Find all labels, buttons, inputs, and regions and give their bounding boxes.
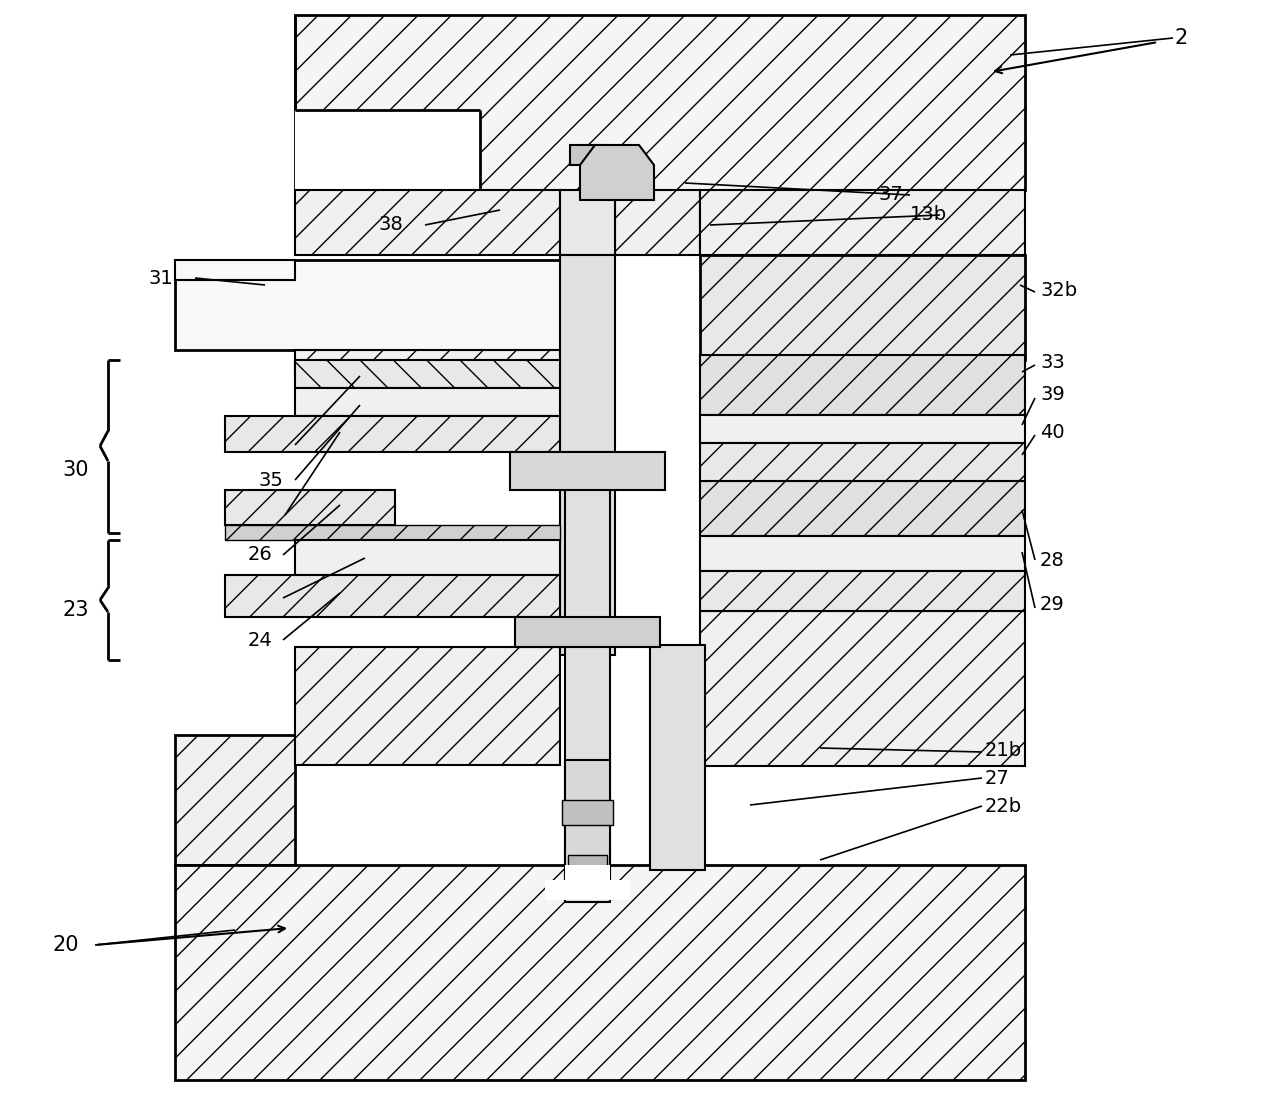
Bar — [295, 15, 1024, 190]
Bar — [295, 540, 561, 575]
Bar — [175, 260, 295, 280]
Text: 35: 35 — [258, 470, 283, 489]
Bar — [700, 571, 1024, 612]
Polygon shape — [295, 110, 480, 190]
Bar — [295, 388, 561, 416]
Bar — [700, 190, 1024, 255]
Text: 39: 39 — [1040, 385, 1065, 405]
Text: 2: 2 — [1174, 28, 1188, 48]
Bar — [225, 575, 561, 617]
Bar — [615, 190, 700, 255]
Bar — [175, 260, 561, 350]
Bar — [295, 190, 561, 255]
Bar — [295, 350, 561, 375]
Bar — [700, 481, 1024, 536]
Bar — [295, 360, 561, 388]
Bar — [175, 865, 1024, 1080]
Text: 38: 38 — [377, 216, 403, 234]
Bar — [700, 443, 1024, 481]
Bar — [295, 647, 561, 765]
Text: 27: 27 — [985, 768, 1009, 788]
Text: 25: 25 — [248, 589, 273, 607]
Bar — [566, 452, 610, 901]
Bar — [700, 612, 1024, 766]
Bar — [561, 190, 615, 255]
Bar — [225, 525, 561, 540]
Text: 31: 31 — [147, 268, 173, 288]
Bar — [700, 354, 1024, 415]
Text: 29: 29 — [1040, 595, 1065, 615]
Bar — [225, 416, 561, 452]
Text: 28: 28 — [1040, 550, 1065, 570]
Bar — [566, 760, 610, 875]
Text: 21b: 21b — [985, 741, 1022, 759]
Text: 23: 23 — [62, 600, 89, 620]
Text: 24: 24 — [248, 630, 273, 650]
Bar — [510, 452, 665, 490]
Polygon shape — [580, 146, 655, 200]
Bar — [515, 617, 660, 647]
Bar — [562, 800, 613, 825]
Text: 34: 34 — [258, 505, 282, 524]
Bar — [700, 255, 1024, 360]
Bar — [175, 735, 295, 865]
Bar — [225, 490, 395, 525]
Text: 22b: 22b — [985, 796, 1022, 815]
Bar — [700, 415, 1024, 443]
Text: 13b: 13b — [910, 206, 947, 224]
Bar — [568, 856, 608, 880]
Bar — [700, 536, 1024, 571]
Bar — [561, 255, 615, 655]
Text: 26: 26 — [248, 546, 273, 565]
Text: 40: 40 — [1040, 422, 1065, 442]
Text: 30: 30 — [62, 459, 89, 480]
Text: 37: 37 — [878, 186, 902, 205]
Bar — [569, 146, 605, 165]
Text: 20: 20 — [52, 935, 79, 955]
Polygon shape — [545, 865, 630, 900]
Bar — [649, 645, 705, 870]
Text: 33: 33 — [1040, 352, 1065, 372]
Text: 36: 36 — [258, 435, 282, 454]
Text: 32b: 32b — [1040, 280, 1077, 300]
